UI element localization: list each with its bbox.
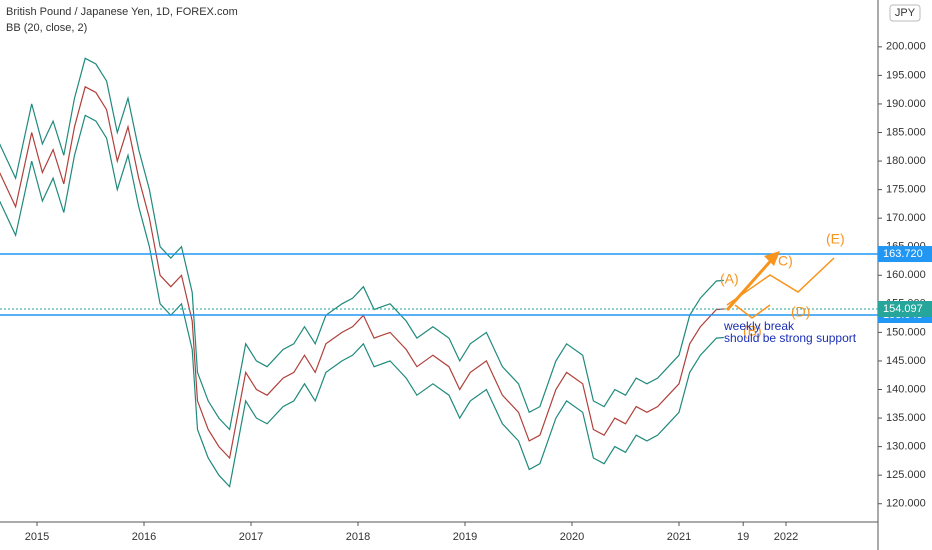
- x-tick-label: 19: [737, 531, 749, 543]
- x-tick-label: 2022: [774, 531, 798, 543]
- wave-path: [726, 257, 835, 306]
- series-line: [0, 114, 724, 488]
- x-tick-label: 2015: [25, 531, 49, 543]
- wave-path: [734, 304, 771, 319]
- y-tick-label: 160.000: [886, 269, 926, 281]
- series-line: [0, 57, 724, 431]
- currency-box[interactable]: [889, 4, 921, 22]
- wave-label: (B): [743, 323, 762, 339]
- wave-drawing: (A) (B) C) (D) (E) weekly break should b…: [720, 231, 857, 345]
- price-label-box: [878, 246, 932, 263]
- price-label-box: [878, 300, 932, 317]
- x-tick-label: 2018: [346, 531, 370, 543]
- y-tick-label: 175.000: [886, 184, 926, 196]
- y-tick-label: 140.000: [886, 383, 926, 395]
- y-tick-label: 135.000: [886, 412, 926, 424]
- x-tick-label: 2019: [453, 531, 477, 543]
- wave-label: (D): [791, 304, 810, 320]
- wave-label: (E): [826, 231, 845, 247]
- price-label: 154.097: [883, 303, 923, 315]
- wave-arrow: [725, 255, 777, 311]
- y-tick-label: 200.000: [886, 41, 926, 53]
- y-tick-label: 190.000: [886, 98, 926, 110]
- wave-label: C): [778, 253, 793, 269]
- y-tick-label: 170.000: [886, 212, 926, 224]
- y-tick-label: 125.000: [886, 469, 926, 481]
- note: weekly break: [723, 319, 795, 333]
- y-tick-label: 195.000: [886, 69, 926, 81]
- x-tick-label: 2020: [560, 531, 584, 543]
- note: should be strong support: [724, 331, 857, 345]
- price-label: 163.720: [883, 248, 923, 260]
- currency[interactable]: JPY: [895, 7, 916, 19]
- x-tick-label: 2016: [132, 531, 156, 543]
- y-tick-label: 120.000: [886, 498, 926, 510]
- y-tick-label: 145.000: [886, 355, 926, 367]
- arrow-head: [764, 251, 780, 266]
- y-tick-label: 180.000: [886, 155, 926, 167]
- chart-title: British Pound / Japanese Yen, 1D, FOREX.…: [6, 6, 238, 18]
- wave-label: (A): [720, 271, 739, 287]
- x-tick-label: 2017: [239, 531, 263, 543]
- series-line: [0, 85, 724, 460]
- y-tick-label: 150.000: [886, 326, 926, 338]
- y-tick-label: 130.000: [886, 441, 926, 453]
- x-tick-label: 2021: [667, 531, 691, 543]
- indicator-label: BB (20, close, 2): [6, 22, 87, 34]
- y-tick-label: 185.000: [886, 126, 926, 138]
